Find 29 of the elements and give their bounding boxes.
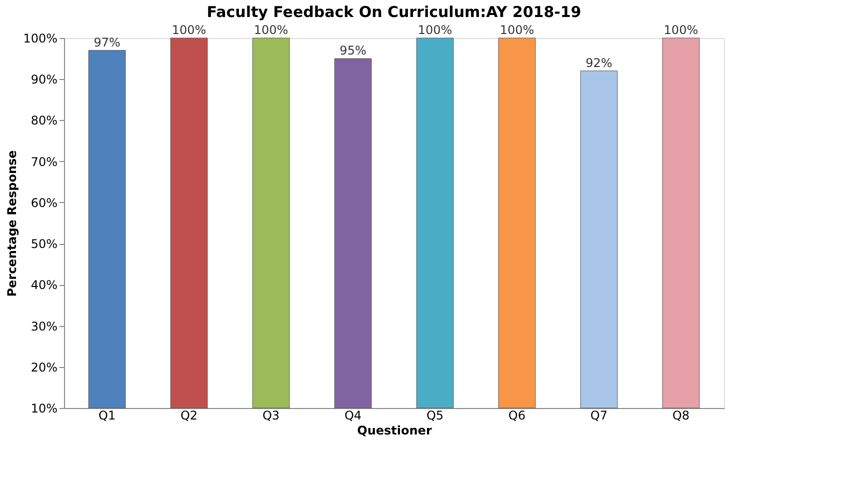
- y-tick-label: 70%: [30, 154, 58, 169]
- y-tick-label: 50%: [30, 237, 58, 252]
- x-tick-label: Q5: [426, 408, 444, 422]
- x-tick-label: Q3: [262, 408, 280, 422]
- y-tick-label: 90%: [30, 72, 58, 87]
- x-axis-title: Questioner: [357, 424, 432, 438]
- data-label: 95%: [340, 44, 366, 58]
- y-axis-title: Percentage Response: [5, 150, 20, 297]
- y-tick-label: 10%: [30, 402, 58, 416]
- data-label: 92%: [586, 56, 612, 70]
- chart-title: Faculty Feedback On Curriculum:AY 2018-19: [206, 3, 582, 21]
- y-tick-label: 60%: [30, 196, 58, 210]
- data-label: 100%: [254, 23, 288, 37]
- data-label: 100%: [500, 23, 534, 37]
- x-tick-label: Q2: [180, 408, 198, 422]
- y-tick-label: 30%: [30, 319, 58, 334]
- x-tick-label: Q1: [98, 408, 116, 422]
- x-tick-label: Q6: [508, 408, 526, 422]
- x-tick-label: Q4: [344, 408, 362, 422]
- x-tick-label: Q8: [672, 408, 690, 422]
- y-tick-label: 20%: [30, 360, 58, 374]
- x-tick-label: Q7: [590, 408, 608, 422]
- data-label: 100%: [172, 23, 206, 37]
- y-tick-label: 80%: [30, 114, 58, 128]
- data-label: 97%: [94, 35, 120, 50]
- data-label: 100%: [664, 23, 698, 37]
- y-tick-label: 40%: [30, 278, 58, 292]
- y-tick-label: 100%: [23, 32, 58, 46]
- data-label: 100%: [418, 23, 452, 37]
